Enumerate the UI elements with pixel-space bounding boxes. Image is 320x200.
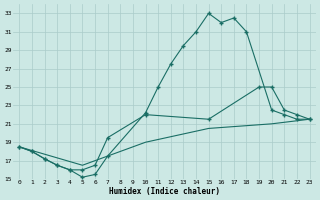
X-axis label: Humidex (Indice chaleur): Humidex (Indice chaleur) bbox=[109, 187, 220, 196]
